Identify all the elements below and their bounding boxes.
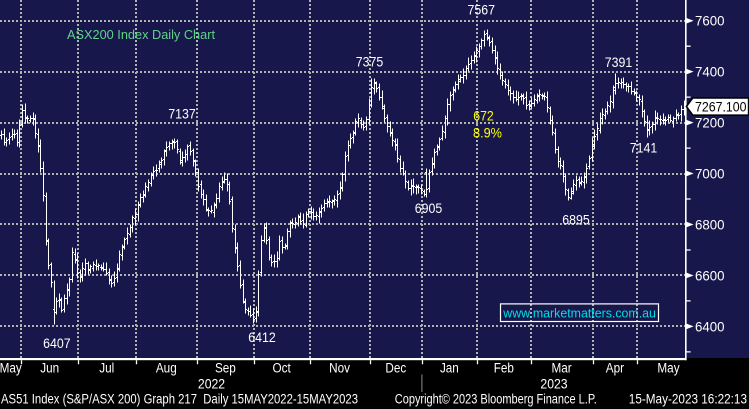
svg-text:www.marketmatters.com.au: www.marketmatters.com.au	[502, 306, 656, 321]
svg-text:7137: 7137	[168, 107, 196, 122]
svg-text:7567: 7567	[468, 2, 496, 17]
svg-text:Aug: Aug	[156, 361, 177, 376]
svg-text:2022: 2022	[198, 376, 225, 391]
svg-text:Dec: Dec	[385, 361, 406, 376]
svg-text:7400: 7400	[695, 65, 725, 80]
svg-text:6400: 6400	[695, 319, 725, 334]
svg-text:7141: 7141	[630, 141, 658, 156]
svg-text:Apr: Apr	[606, 361, 625, 376]
svg-text:Oct: Oct	[272, 361, 291, 376]
svg-text:6412: 6412	[248, 330, 276, 345]
svg-text:15-May-2023 16:22:13: 15-May-2023 16:22:13	[629, 392, 747, 407]
svg-text:Nov: Nov	[329, 361, 350, 376]
svg-text:6905: 6905	[415, 201, 443, 216]
svg-text:6407: 6407	[43, 336, 71, 351]
svg-text:6800: 6800	[695, 218, 725, 233]
svg-text:7375: 7375	[356, 54, 384, 69]
svg-text:May: May	[657, 361, 679, 376]
svg-text:Mar: Mar	[552, 361, 573, 376]
svg-text:7391: 7391	[605, 55, 633, 70]
svg-text:Jan: Jan	[440, 361, 459, 376]
svg-text:Sep: Sep	[215, 361, 236, 376]
svg-text:7267.100: 7267.100	[695, 99, 747, 115]
svg-text:Feb: Feb	[494, 361, 514, 376]
svg-text:8.9%: 8.9%	[473, 126, 502, 141]
svg-text:672: 672	[473, 108, 494, 123]
svg-text:6600: 6600	[695, 268, 725, 283]
svg-text:7600: 7600	[695, 14, 725, 29]
svg-text:AS51 Index (S&P/ASX 200) Graph: AS51 Index (S&P/ASX 200) Graph 217 Daily…	[1, 392, 358, 407]
svg-text:7000: 7000	[695, 167, 725, 182]
svg-text:Jul: Jul	[99, 361, 114, 376]
svg-text:Jun: Jun	[40, 361, 59, 376]
svg-text:ASX200 Index Daily Chart: ASX200 Index Daily Chart	[67, 27, 215, 42]
svg-text:6895: 6895	[562, 212, 590, 227]
svg-text:Copyright© 2023 Bloomberg Fina: Copyright© 2023 Bloomberg Finance L.P.	[395, 392, 597, 407]
svg-text:7200: 7200	[695, 116, 725, 131]
svg-text:2023: 2023	[540, 376, 567, 391]
svg-text:May: May	[0, 361, 22, 376]
